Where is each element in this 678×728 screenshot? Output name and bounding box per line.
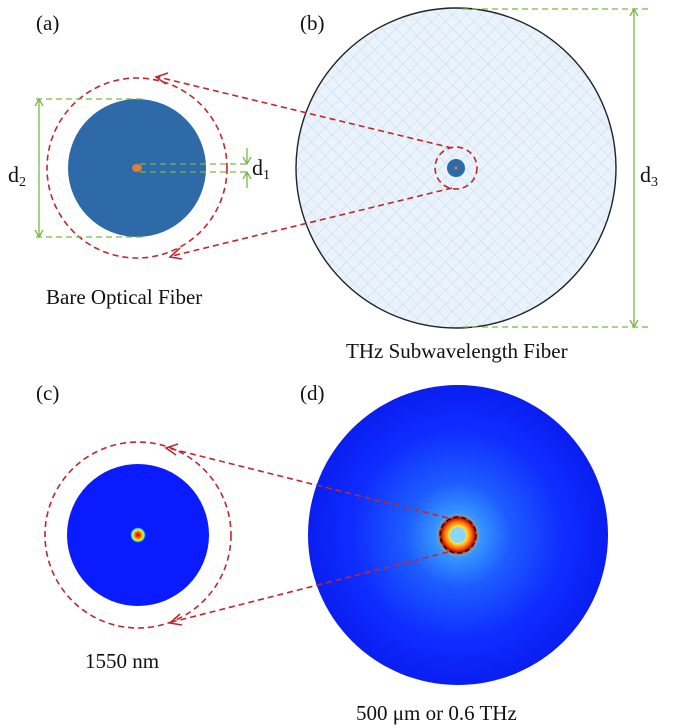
panel-label-a: (a): [36, 11, 59, 35]
panel-label-c: (c): [36, 381, 59, 405]
embedded-optical-core: [454, 166, 458, 170]
zoom-line-a-bottom: [171, 187, 453, 257]
d1-arrow-top: [242, 156, 252, 166]
d3-arrow-bottom: [629, 319, 639, 329]
zoom-arrow-c-bottom: [168, 613, 183, 626]
d1-arrow-bottom: [242, 170, 252, 180]
zoom-circle-a: [46, 77, 228, 259]
mode-hotspot-1550: [130, 527, 146, 543]
bare-fiber-core: [132, 164, 142, 172]
d1-label: d1: [252, 155, 270, 183]
d2-label: d2: [8, 162, 26, 190]
zoom-arrow-a-bottom: [168, 247, 183, 260]
d3-label: d3: [640, 162, 658, 190]
zoom-line-c-top: [167, 447, 449, 519]
panel-label-d: (d): [300, 381, 325, 405]
zoom-arrow-a-top: [154, 72, 169, 85]
zoom-circle-d: [439, 516, 477, 554]
zoom-circle-b: [434, 146, 478, 190]
caption-d: 500 μm or 0.6 THz: [356, 701, 517, 725]
d2-arrow-bottom: [34, 229, 44, 239]
d3-arrow-top: [629, 7, 639, 17]
d2-arrow-top: [34, 97, 44, 107]
zoom-line-c-bottom: [171, 551, 449, 623]
caption-c: 1550 nm: [85, 649, 159, 673]
zoom-arrow-c-top: [164, 443, 179, 456]
zoom-circle-c: [44, 441, 232, 629]
caption-b: THz Subwavelength Fiber: [346, 339, 568, 363]
zoom-line-a-top: [157, 76, 453, 149]
caption-a: Bare Optical Fiber: [46, 285, 202, 309]
mode-center-thz: [450, 527, 466, 543]
panel-label-b: (b): [300, 11, 325, 35]
